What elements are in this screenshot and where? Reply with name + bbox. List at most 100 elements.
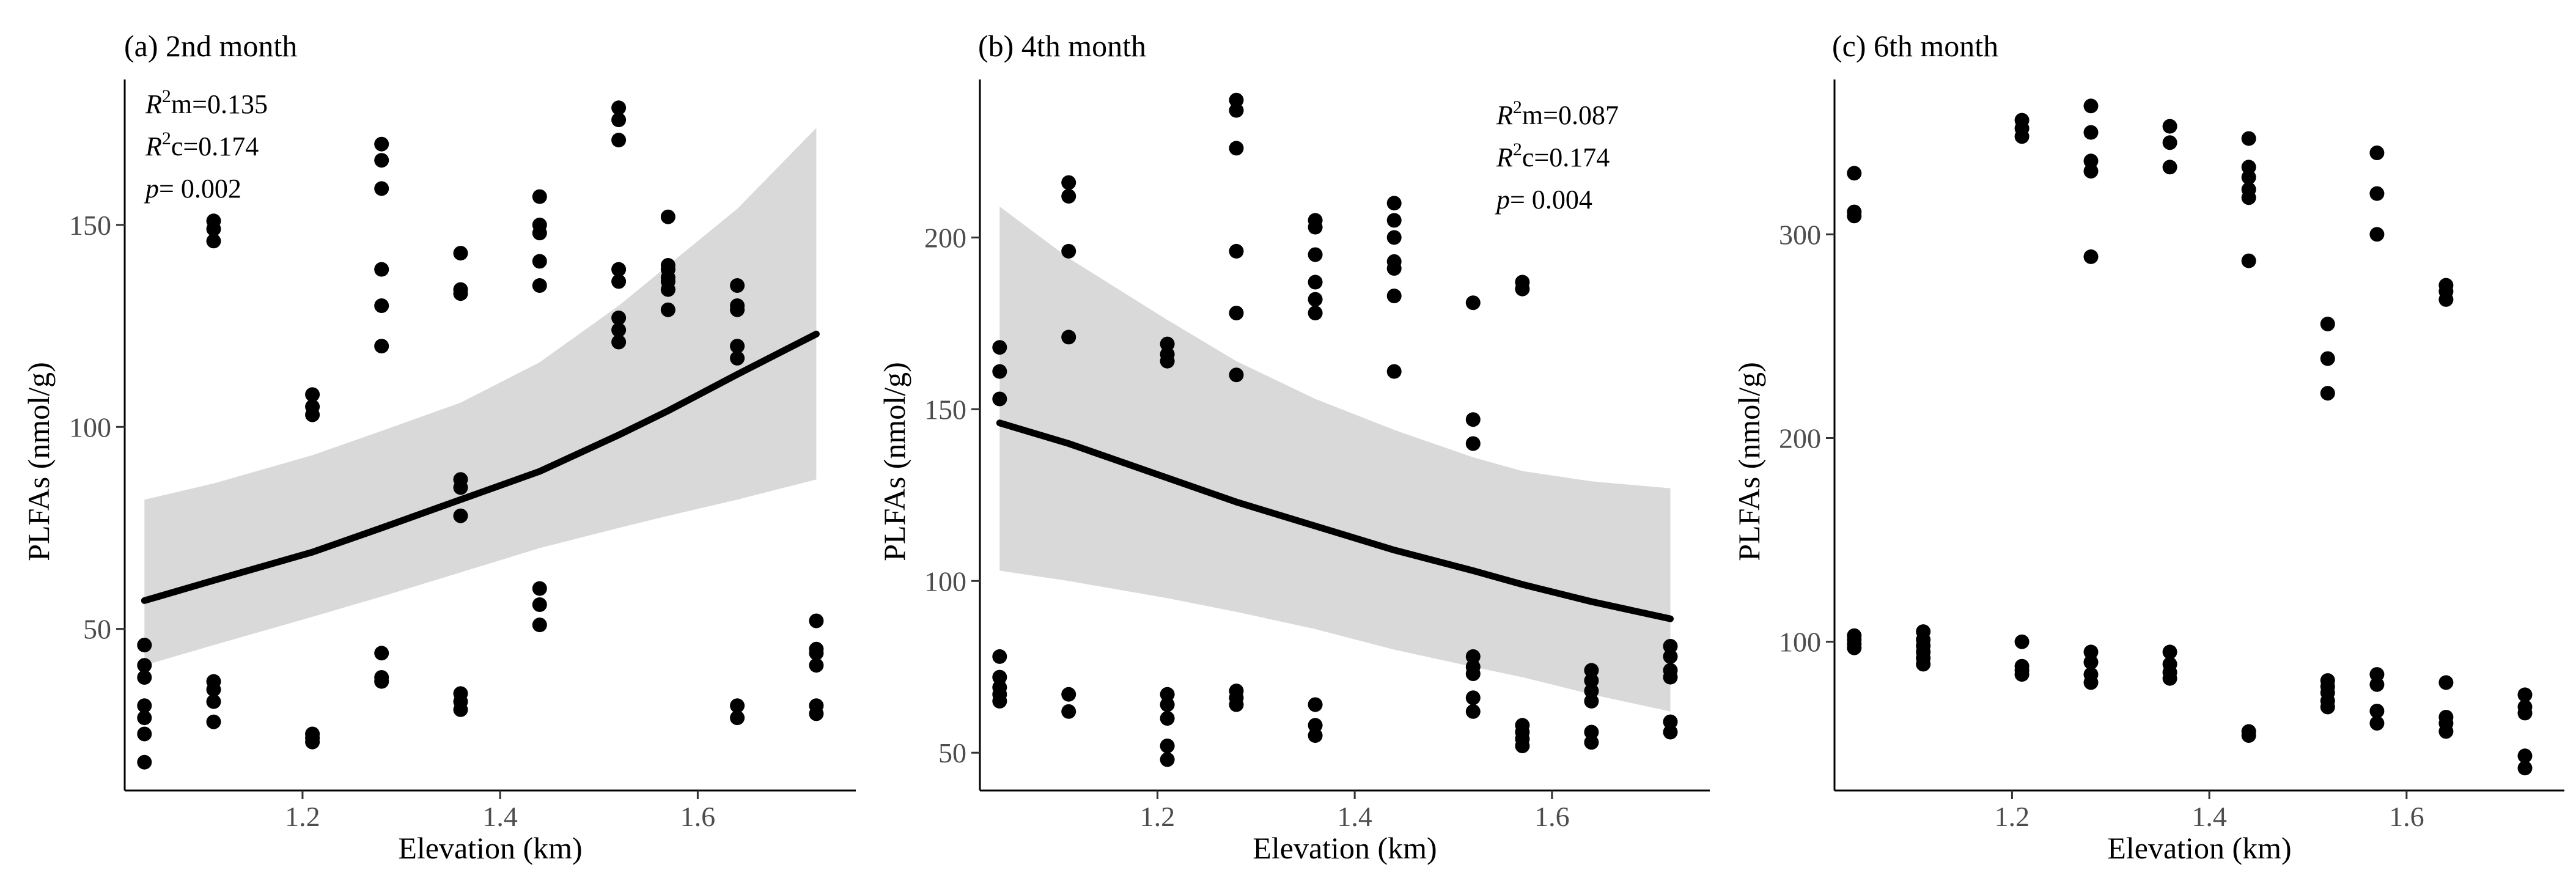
data-point	[2083, 675, 2099, 690]
data-point	[1160, 697, 1175, 712]
data-point	[1386, 213, 1402, 228]
data-point	[730, 698, 745, 713]
y-tick-label: 200	[1779, 422, 1821, 454]
data-point	[611, 334, 627, 350]
data-point	[2083, 153, 2099, 169]
data-point	[1386, 364, 1402, 379]
data-point	[374, 339, 389, 354]
data-point	[206, 694, 221, 709]
data-point	[2083, 164, 2099, 179]
data-point	[1663, 639, 1678, 654]
data-point	[374, 262, 389, 277]
data-point	[1061, 704, 1076, 719]
data-point	[1229, 367, 1244, 383]
data-point	[137, 638, 152, 653]
data-point	[1584, 663, 1599, 678]
data-point	[611, 100, 627, 116]
data-point	[374, 674, 389, 689]
data-point	[1465, 295, 1481, 311]
x-tick-label: 1.6	[2389, 801, 2424, 832]
data-point	[1308, 247, 1323, 262]
data-point	[2438, 724, 2454, 739]
data-point	[1465, 704, 1481, 719]
stat-r2m: R2m=0.087	[1496, 97, 1619, 130]
data-point	[2162, 671, 2177, 686]
data-point	[611, 133, 627, 148]
data-point	[1916, 657, 1931, 672]
data-point	[992, 649, 1007, 664]
stats-annotation: R2m=0.135 R2c=0.174 p= 0.002	[144, 86, 268, 204]
data-point	[1308, 697, 1323, 712]
data-point	[1465, 436, 1481, 451]
data-point	[1847, 208, 1862, 224]
data-point	[1061, 687, 1076, 702]
data-point	[992, 693, 1007, 709]
data-point	[2241, 160, 2256, 175]
data-point	[1061, 243, 1076, 259]
data-point	[532, 581, 547, 596]
data-point	[1584, 724, 1599, 740]
data-point	[1229, 306, 1244, 320]
panel-b: (b) 4th month PLFAs (nmol/g) Elevation (…	[877, 29, 1710, 865]
data-point	[1663, 714, 1678, 729]
data-point	[2162, 135, 2177, 150]
data-point	[1847, 166, 1862, 181]
data-point	[1465, 649, 1481, 664]
data-point	[1061, 175, 1076, 190]
data-point	[1465, 666, 1481, 681]
data-point	[137, 754, 152, 770]
data-point	[532, 617, 547, 633]
data-point	[1465, 412, 1481, 427]
data-point	[1386, 196, 1402, 211]
data-point	[1160, 336, 1175, 352]
data-point	[2320, 386, 2335, 401]
data-point	[206, 234, 221, 249]
data-point	[374, 153, 389, 168]
data-point	[374, 136, 389, 152]
data-point	[453, 286, 468, 301]
data-point	[2517, 687, 2533, 702]
data-point	[2369, 716, 2385, 731]
x-tick-label: 1.2	[1140, 801, 1176, 832]
data-point	[2320, 351, 2335, 366]
panel-title: (c) 6th month	[1832, 29, 1998, 63]
data-point	[1584, 684, 1599, 699]
data-point	[1229, 243, 1244, 259]
stat-p: p= 0.004	[1495, 185, 1592, 215]
data-point	[1308, 219, 1323, 235]
data-point	[206, 714, 221, 729]
data-point	[2241, 190, 2256, 205]
data-point	[137, 670, 152, 685]
data-point	[2083, 125, 2099, 140]
panel-title: (b) 4th month	[978, 29, 1146, 63]
data-point	[992, 364, 1007, 379]
data-point	[730, 350, 745, 366]
data-point	[611, 310, 627, 325]
data-point	[992, 669, 1007, 685]
data-point	[453, 246, 468, 261]
data-point	[374, 298, 389, 313]
panel-c: (c) 6th month PLFAs (nmol/g) Elevation (…	[1732, 29, 2564, 865]
data-point	[2369, 704, 2385, 718]
data-point	[453, 508, 468, 523]
data-point	[1229, 141, 1244, 156]
data-point	[730, 339, 745, 354]
y-tick-label: 50	[938, 737, 966, 769]
data-point	[1386, 230, 1402, 245]
data-point	[1308, 718, 1323, 733]
y-axis-title: PLFAs (nmol/g)	[877, 362, 911, 561]
data-point	[1308, 275, 1323, 290]
data-point	[1663, 649, 1678, 664]
x-axis-title: Elevation (km)	[398, 831, 582, 865]
data-point	[992, 340, 1007, 355]
data-point	[2241, 131, 2256, 146]
y-tick-label: 300	[1779, 219, 1821, 250]
confidence-band	[999, 206, 1671, 712]
data-point	[1515, 739, 1530, 753]
data-point	[809, 658, 824, 673]
data-point	[2369, 677, 2385, 692]
data-point	[2014, 129, 2030, 144]
data-point	[1160, 752, 1175, 767]
x-tick-label: 1.4	[1337, 801, 1372, 832]
